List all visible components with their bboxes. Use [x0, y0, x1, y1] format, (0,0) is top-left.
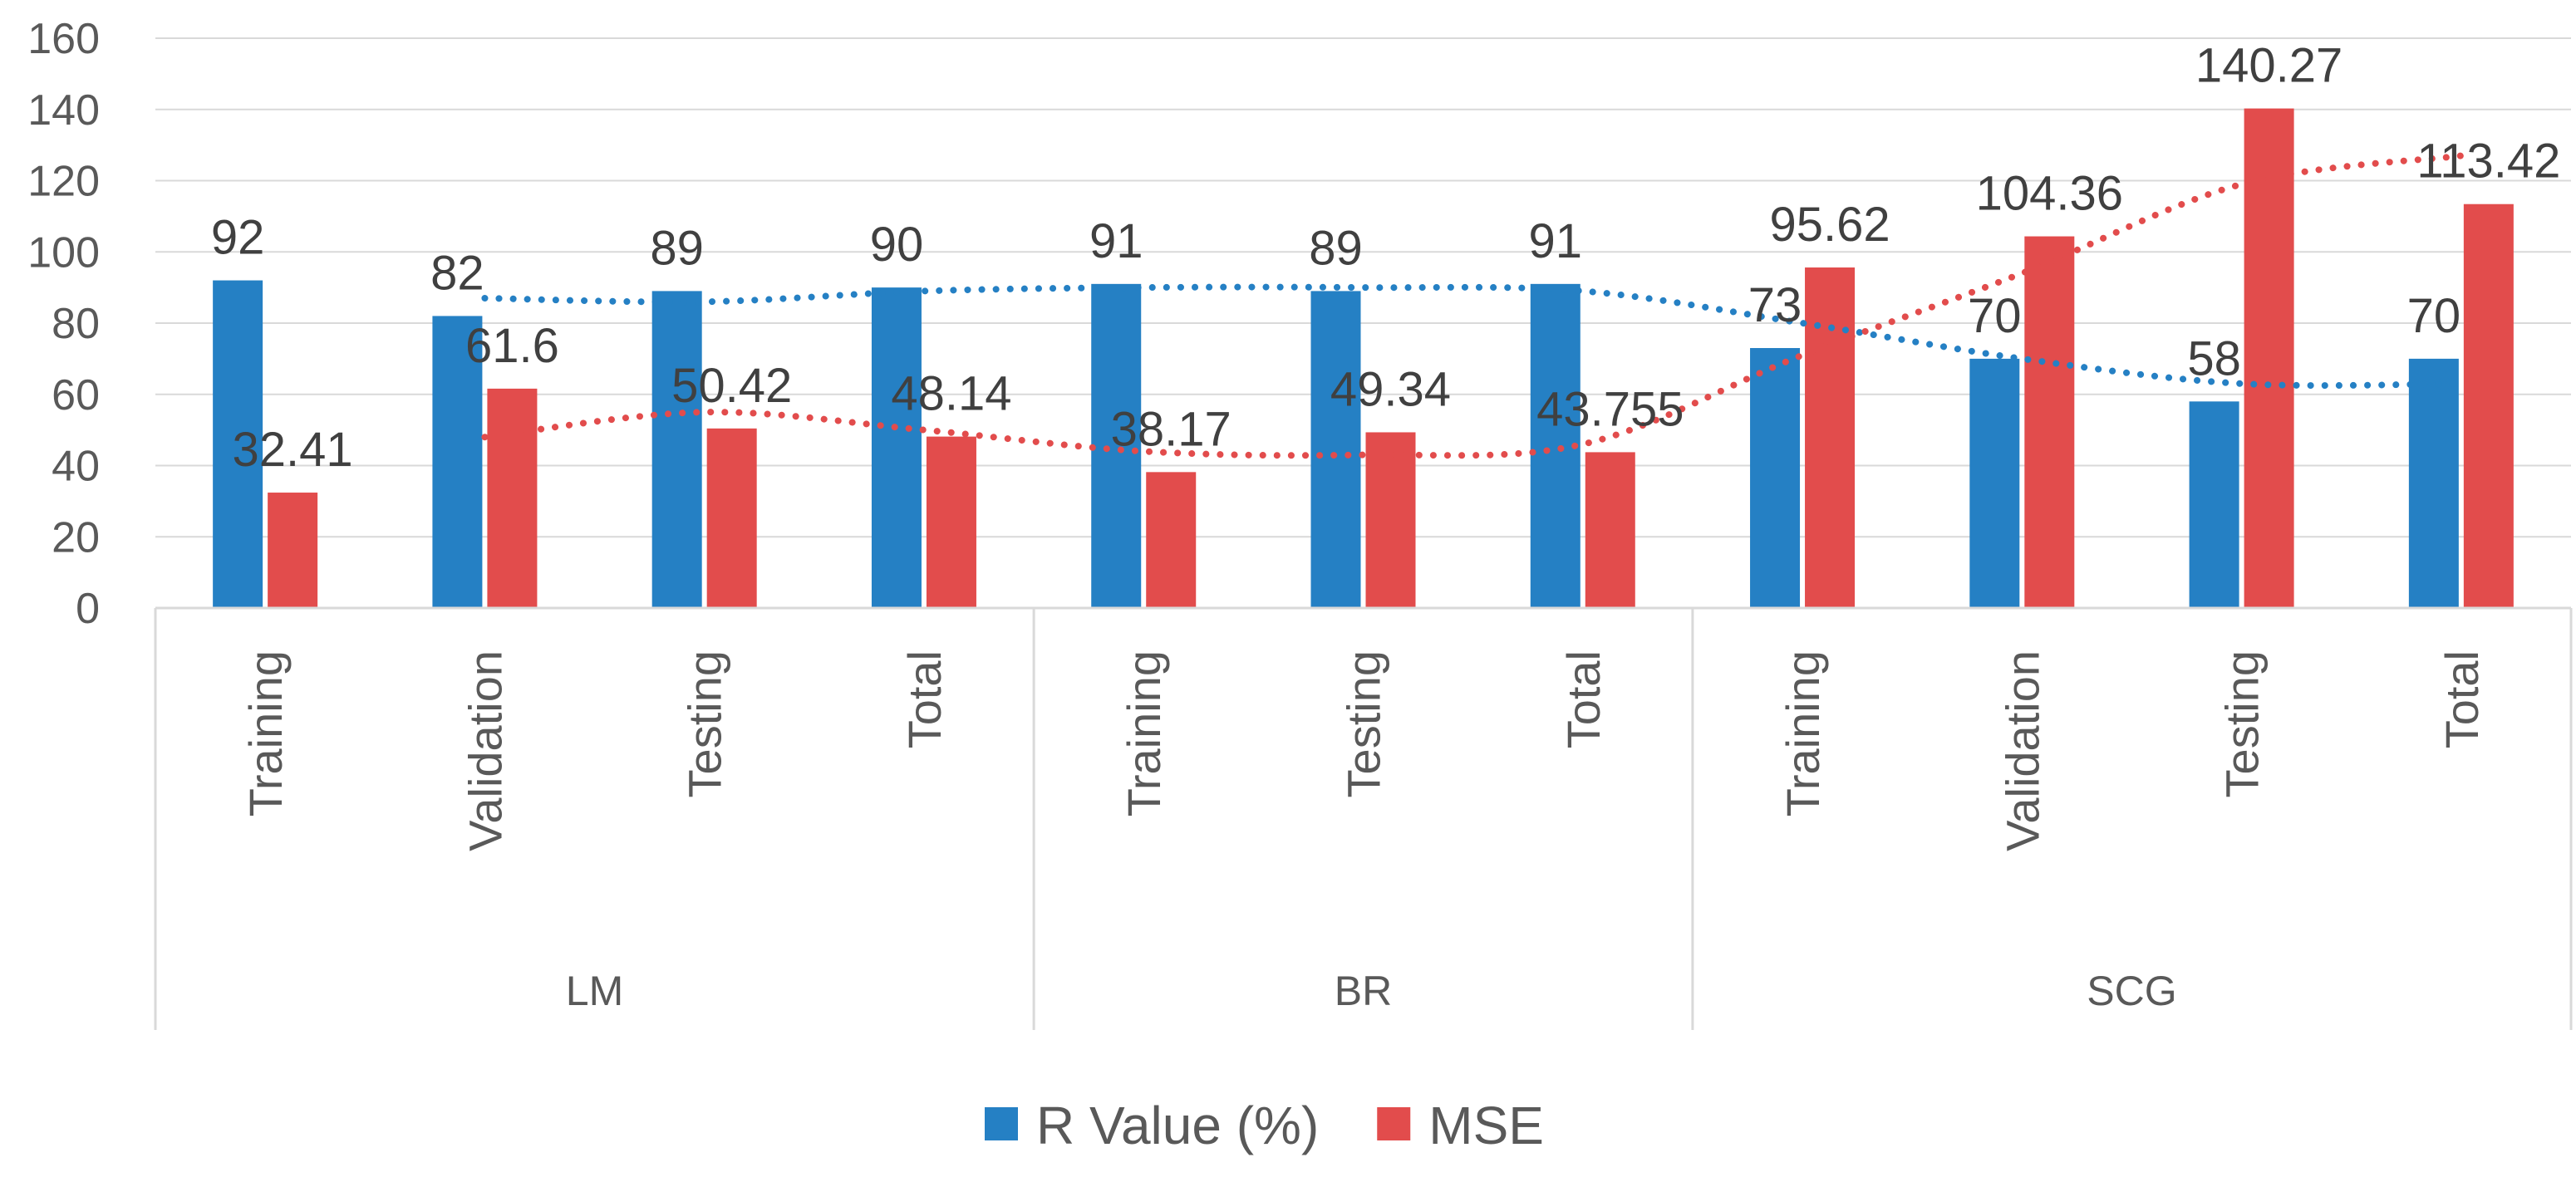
data-label-mse: 113.42 [2416, 135, 2560, 189]
data-label-r-value: 91 [1089, 214, 1143, 268]
data-labels: 92 32.41 82 61.6 89 50.42 90 48.14 91 38.17 89 49.3… [211, 39, 2561, 477]
data-label-mse: 140.27 [2195, 39, 2342, 93]
bar-r-value [651, 291, 702, 608]
data-label-r-value: 70 [2407, 289, 2461, 343]
category-label: Testing [679, 650, 731, 797]
group-label: LM [566, 968, 623, 1014]
data-label-r-value: 89 [1309, 221, 1363, 275]
y-tick-label: 0 [76, 585, 100, 633]
bar-mse [1146, 472, 1197, 608]
data-label-r-value: 89 [650, 221, 704, 275]
y-tick-label: 20 [52, 513, 100, 562]
data-label-r-value: 82 [430, 246, 484, 300]
bar-mse [1805, 267, 1856, 608]
y-tick-label: 140 [27, 86, 100, 135]
category-label: Total [2436, 650, 2488, 748]
category-label: Testing [2216, 650, 2269, 797]
bar-mse [268, 493, 318, 608]
data-label-mse: 95.62 [1769, 198, 1890, 252]
bar-mse [2024, 236, 2075, 608]
trendlines [481, 152, 2465, 459]
y-tick-label: 160 [27, 15, 100, 63]
data-label-mse: 38.17 [1111, 402, 1231, 456]
bar-r-value [1750, 348, 1801, 608]
data-label-mse: 50.42 [671, 359, 792, 413]
bar-r-value [1969, 358, 2020, 608]
y-tick-label: 120 [27, 158, 100, 206]
bar-r-value [2189, 401, 2239, 608]
gridlines [155, 37, 2571, 538]
y-tick-label: 60 [52, 371, 100, 419]
y-axis: 0 20 40 60 80 100 120 140 160 [27, 15, 100, 633]
category-label: Testing [1338, 650, 1390, 797]
bar-r-value [2408, 358, 2459, 608]
group-label: BR [1335, 968, 1392, 1014]
bar-mse [2244, 108, 2294, 608]
data-label-mse: 61.6 [465, 319, 559, 373]
bar-mse [487, 388, 538, 608]
bar-mse [1365, 432, 1416, 608]
bar-r-value [213, 280, 263, 608]
bar-mse [2463, 204, 2514, 609]
bar-mse [706, 428, 757, 608]
bar-r-value [1310, 291, 1361, 608]
bar-r-value [1091, 283, 1142, 608]
legend-label: R Value (%) [1036, 1096, 1319, 1155]
legend-swatch [1377, 1107, 1411, 1140]
category-label: Total [898, 650, 951, 748]
legend: R Value (%) MSE [985, 1096, 1544, 1155]
bars [213, 108, 2514, 609]
category-label: Validation [459, 650, 511, 851]
bar-mse [1585, 452, 1635, 608]
data-label-r-value: 90 [870, 218, 924, 272]
category-label: Total [1557, 650, 1610, 748]
trendline-mse [481, 152, 2465, 459]
data-label-mse: 43.755 [1536, 382, 1684, 436]
data-label-mse: 48.14 [891, 367, 1011, 421]
data-label-mse: 104.36 [1976, 167, 2123, 221]
y-tick-label: 100 [27, 228, 100, 277]
bar-r-value [432, 316, 483, 608]
legend-swatch [985, 1107, 1018, 1140]
data-label-r-value: 73 [1748, 278, 1802, 332]
data-label-r-value: 58 [2187, 331, 2241, 385]
data-label-r-value: 70 [1968, 289, 2022, 343]
data-label-r-value: 92 [211, 211, 265, 265]
category-label: Validation [1996, 650, 2048, 851]
data-label-mse: 49.34 [1330, 362, 1451, 416]
category-label: Training [1118, 650, 1170, 817]
x-axis: Training Validation Testing Total LM Training… [154, 606, 2573, 1030]
group-label: SCG [2087, 968, 2176, 1014]
bar-r-value [871, 287, 922, 608]
trendline-r-value [481, 283, 2465, 390]
data-label-r-value: 91 [1529, 214, 1583, 268]
data-label-mse: 32.41 [233, 423, 353, 477]
category-label: Training [1777, 650, 1829, 817]
legend-label: MSE [1428, 1096, 1544, 1155]
category-label: Training [239, 650, 292, 817]
y-tick-label: 40 [52, 443, 100, 491]
bar-mse [926, 436, 976, 608]
y-tick-label: 80 [52, 300, 100, 348]
